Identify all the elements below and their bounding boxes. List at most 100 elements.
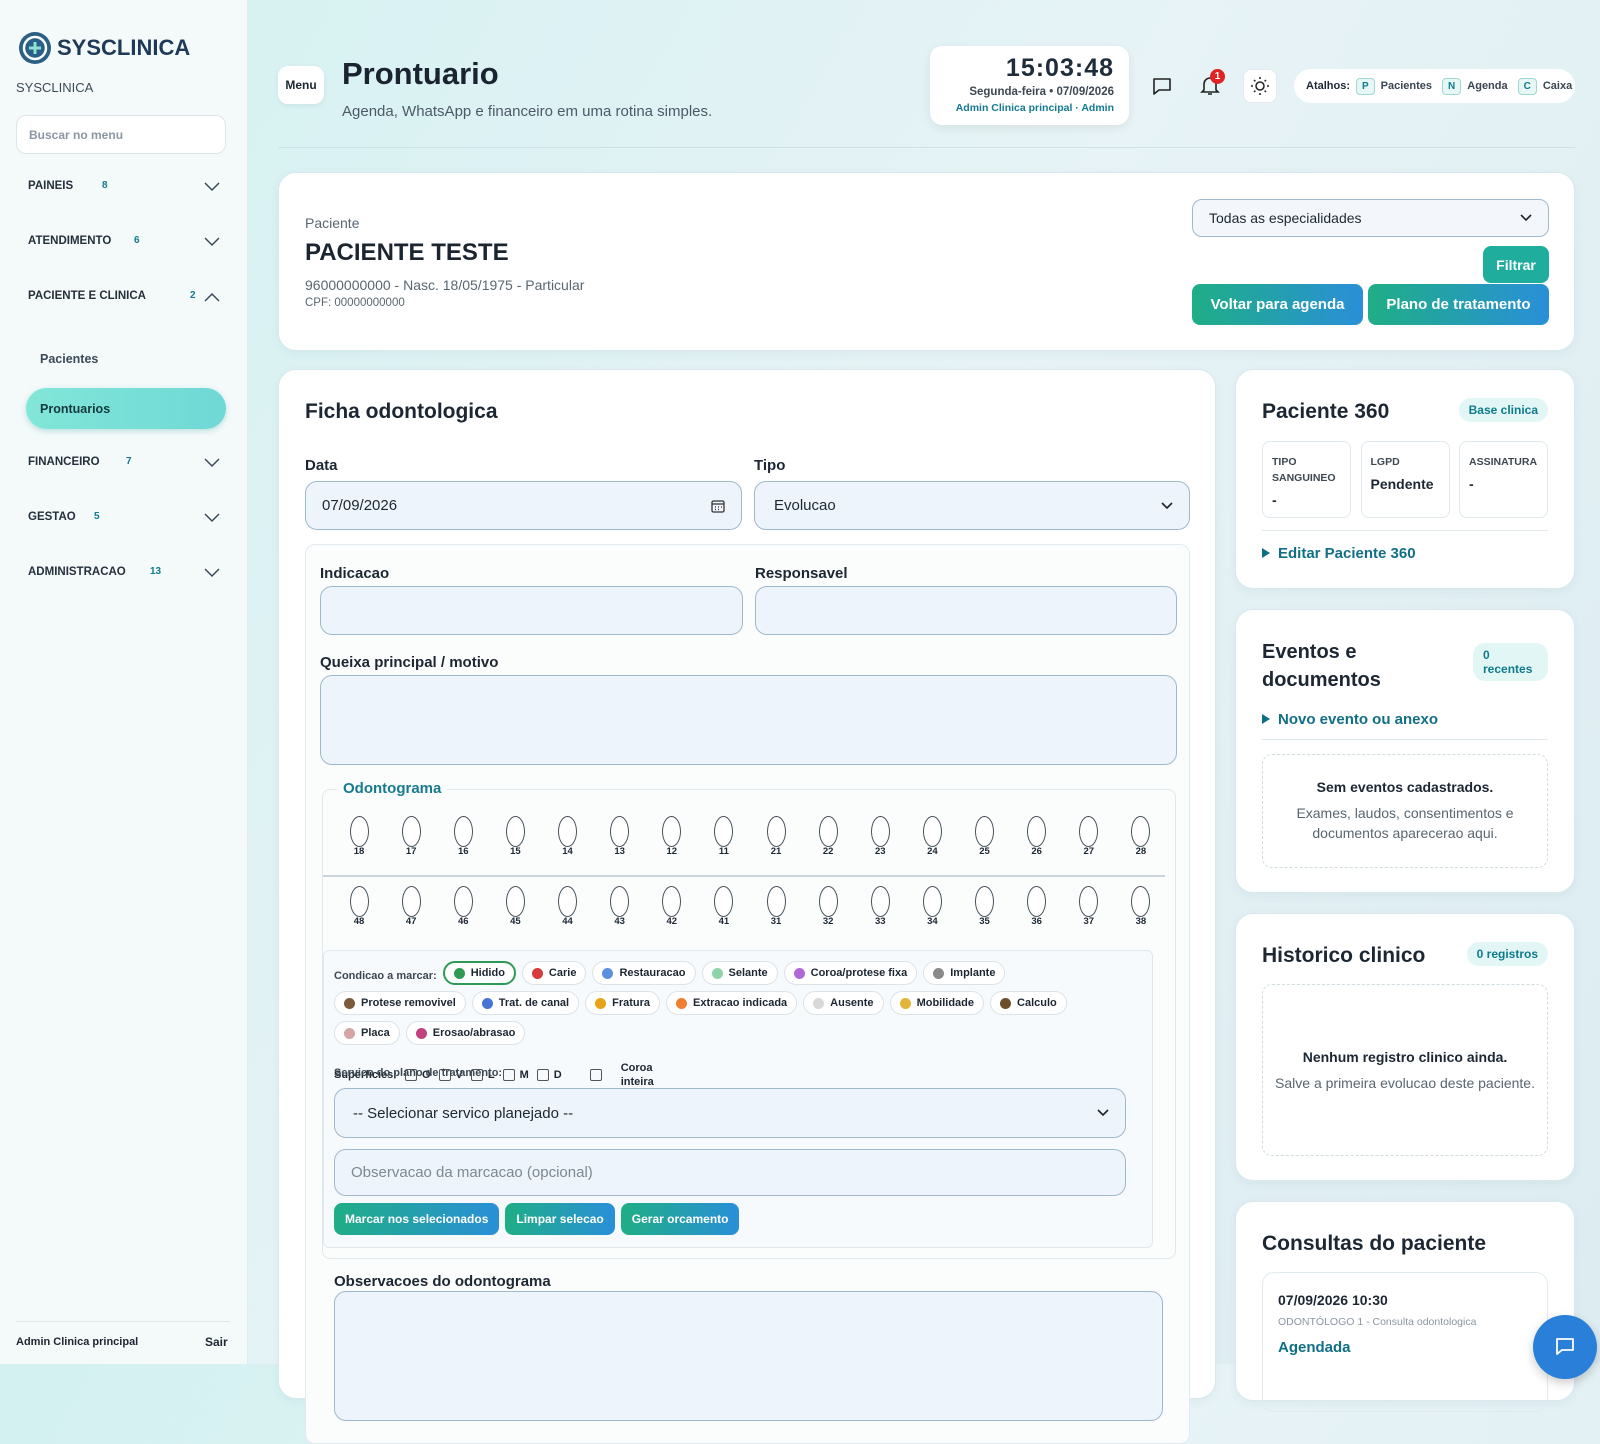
condition-chip[interactable]: Placa xyxy=(334,1021,400,1045)
edit-link[interactable]: Editar Paciente 360 xyxy=(1262,545,1416,562)
condition-chip[interactable]: Coroa/protese fixa xyxy=(783,961,918,985)
type-select[interactable]: Evolucao xyxy=(754,481,1190,530)
tooth[interactable] xyxy=(453,886,473,917)
condition-chip[interactable]: Hidido xyxy=(442,961,516,985)
new-event-link[interactable]: Novo evento ou anexo xyxy=(1262,711,1438,728)
menu-group[interactable]: ATENDIMENTO 6 xyxy=(28,231,223,253)
note-input[interactable]: Observacao da marcacao (opcional) xyxy=(334,1149,1126,1196)
tooth[interactable] xyxy=(766,886,786,917)
plan-button[interactable]: Plano de tratamento xyxy=(1368,284,1549,325)
tooth-number: 17 xyxy=(405,846,417,857)
checkbox[interactable] xyxy=(438,1069,451,1081)
date-input[interactable]: 07/09/2026 xyxy=(305,481,742,530)
odontogram-button[interactable]: Limpar selecao xyxy=(505,1203,615,1235)
menu-item[interactable]: Prontuarios xyxy=(26,388,226,429)
tooth[interactable] xyxy=(505,816,525,847)
checkbox[interactable] xyxy=(536,1069,549,1081)
back-button[interactable]: Voltar para agenda xyxy=(1192,284,1363,325)
service-select[interactable]: -- Selecionar servico planejado -- xyxy=(334,1088,1126,1138)
shortcut-label[interactable]: Caixa xyxy=(1542,80,1573,92)
condition-chip[interactable]: Extracao indicada xyxy=(666,991,798,1015)
condition-chip[interactable]: Trat. de canal xyxy=(471,991,580,1015)
menu-group-count: 6 xyxy=(134,235,140,246)
chat-fab[interactable] xyxy=(1533,1315,1597,1379)
tooth[interactable] xyxy=(558,886,578,917)
condition-chip[interactable]: Ausente xyxy=(803,991,884,1015)
tooth[interactable] xyxy=(1079,816,1099,847)
tooth[interactable] xyxy=(922,886,942,917)
shortcut-label[interactable]: Agenda xyxy=(1467,80,1508,92)
condition-chip[interactable]: Implante xyxy=(923,961,1006,985)
tooth[interactable] xyxy=(975,886,995,917)
theme-button[interactable] xyxy=(1243,69,1277,103)
odontogram-button[interactable]: Gerar orcamento xyxy=(620,1203,740,1235)
appointment-detail: ODONTÓLOGO 1 - Consulta odontologica xyxy=(1278,1316,1477,1328)
tooth[interactable] xyxy=(401,816,421,847)
menu-group[interactable]: GESTAO 5 xyxy=(28,507,223,529)
tooth[interactable] xyxy=(818,886,838,917)
field-label: LGPD xyxy=(1370,456,1400,468)
specialty-select[interactable]: Todas as especialidades xyxy=(1192,199,1549,237)
tooth[interactable] xyxy=(610,816,630,847)
tooth[interactable] xyxy=(453,816,473,847)
tooth[interactable] xyxy=(1131,816,1151,847)
responsible-input[interactable] xyxy=(755,586,1177,635)
notes-label: Observacoes do odontograma xyxy=(334,1273,551,1290)
menu-item[interactable]: Pacientes xyxy=(26,338,226,379)
logout[interactable]: Sair xyxy=(205,1335,228,1349)
condition-chip[interactable]: Mobilidade xyxy=(889,991,985,1015)
appointment[interactable]: 07/09/2026 10:30 ODONTÓLOGO 1 - Consulta … xyxy=(1262,1272,1548,1412)
shortcut-key[interactable]: C xyxy=(1517,77,1537,95)
menu-group[interactable]: FINANCEIRO 7 xyxy=(28,452,223,474)
tooth[interactable] xyxy=(401,886,421,917)
type-value: Evolucao xyxy=(774,497,836,514)
tooth[interactable] xyxy=(1131,886,1151,917)
tooth[interactable] xyxy=(870,886,890,917)
condition-chip[interactable]: Restauracao xyxy=(592,961,696,985)
tooth[interactable] xyxy=(818,816,838,847)
tooth[interactable] xyxy=(870,816,890,847)
tooth[interactable] xyxy=(505,886,525,917)
shortcut-key[interactable]: N xyxy=(1442,77,1462,95)
tooth[interactable] xyxy=(349,816,369,847)
tooth[interactable] xyxy=(558,816,578,847)
checkbox[interactable] xyxy=(589,1069,602,1081)
tooth[interactable] xyxy=(714,886,734,917)
tooth[interactable] xyxy=(662,886,682,917)
tooth[interactable] xyxy=(1027,886,1047,917)
condition-label: Carie xyxy=(548,967,577,979)
shortcut-label[interactable]: Pacientes xyxy=(1380,80,1433,92)
menu-group[interactable]: PAINEIS 8 xyxy=(28,176,223,198)
shortcut-key[interactable]: P xyxy=(1356,77,1375,95)
tooth[interactable] xyxy=(975,816,995,847)
tooth[interactable] xyxy=(662,816,682,847)
filter-button[interactable]: Filtrar xyxy=(1483,246,1549,283)
checkbox[interactable] xyxy=(404,1069,417,1081)
tooth[interactable] xyxy=(610,886,630,917)
tooth[interactable] xyxy=(766,816,786,847)
condition-chip[interactable]: Carie xyxy=(521,961,587,985)
tooth[interactable] xyxy=(349,886,369,917)
search[interactable]: Buscar no menu xyxy=(16,115,226,154)
indication-label: Indicacao xyxy=(320,565,390,582)
complaint-textarea[interactable] xyxy=(320,675,1177,765)
checkbox[interactable] xyxy=(502,1069,515,1081)
menu-button[interactable]: Menu xyxy=(278,66,324,104)
menu-group[interactable]: PACIENTE E CLINICA 2 xyxy=(28,286,223,308)
indication-input[interactable] xyxy=(320,586,743,635)
checkbox[interactable] xyxy=(470,1069,483,1081)
condition-chip[interactable]: Selante xyxy=(701,961,778,985)
complaint-label: Queixa principal / motivo xyxy=(320,654,499,671)
condition-chip[interactable]: Erosao/abrasao xyxy=(405,1021,526,1045)
notes-textarea[interactable] xyxy=(334,1291,1163,1421)
menu-group[interactable]: ADMINISTRACAO 13 xyxy=(28,562,223,584)
odontogram-button[interactable]: Marcar nos selecionados xyxy=(334,1203,500,1235)
condition-chip[interactable]: Fratura xyxy=(585,991,660,1015)
tooth[interactable] xyxy=(1027,816,1047,847)
condition-chip[interactable]: Protese removivel xyxy=(334,991,466,1015)
tooth[interactable] xyxy=(1079,886,1099,917)
chat-icon[interactable] xyxy=(1151,75,1173,97)
condition-chip[interactable]: Calculo xyxy=(990,991,1067,1015)
tooth[interactable] xyxy=(922,816,942,847)
tooth[interactable] xyxy=(714,816,734,847)
